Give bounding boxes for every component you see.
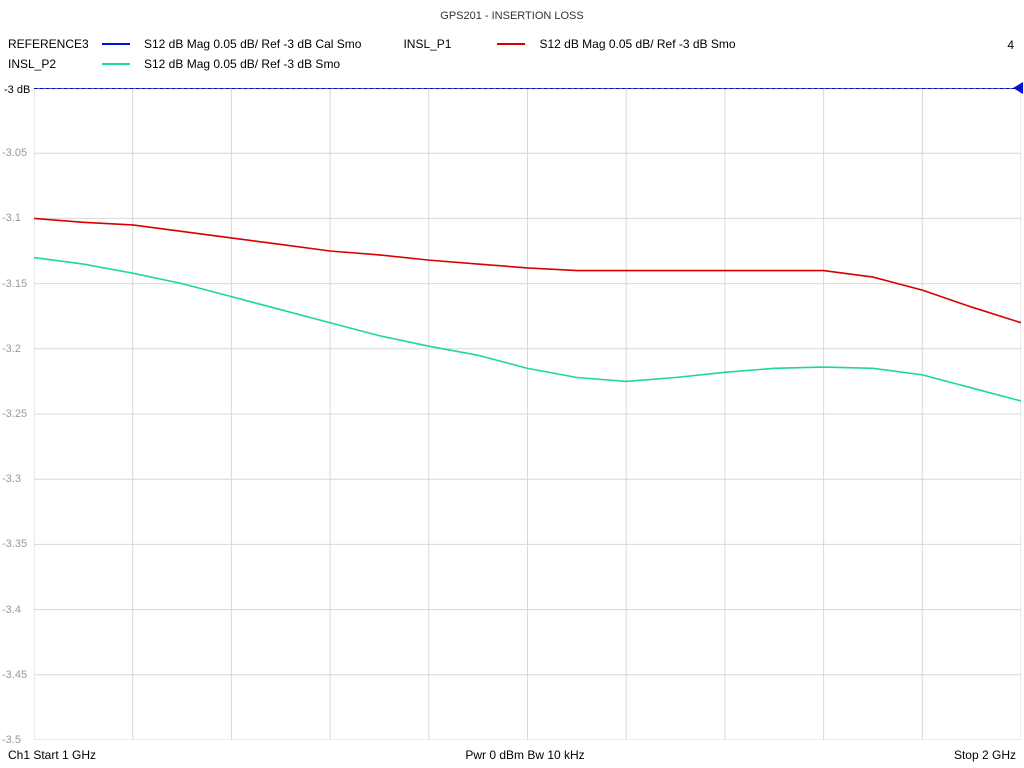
line-chart — [34, 88, 1021, 740]
y-tick-label: -3.15 — [2, 278, 32, 290]
legend-swatch-2 — [102, 63, 130, 65]
legend-swatch-0 — [102, 43, 130, 45]
legend-swatch-1 — [497, 43, 525, 45]
y-tick-label: -3.25 — [2, 408, 32, 420]
legend-name-2: INSL_P2 — [8, 54, 96, 74]
legend-desc-2: S12 dB Mag 0.05 dB/ Ref -3 dB Smo — [144, 54, 340, 74]
y-tick-label: -3.45 — [2, 669, 32, 681]
y-tick-label: -3.2 — [2, 343, 32, 355]
trace-count: 4 — [1007, 38, 1014, 52]
chart-title: GPS201 - INSERTION LOSS — [0, 0, 1024, 22]
footer-stop: Stop 2 GHz — [954, 748, 1016, 762]
legend-desc-0: S12 dB Mag 0.05 dB/ Ref -3 dB Cal Smo — [144, 34, 361, 54]
legend-name-0: REFERENCE3 — [8, 34, 96, 54]
y-tick-label: -3.4 — [2, 604, 32, 616]
y-tick-label: -3.1 — [2, 212, 32, 224]
footer-start: Ch1 Start 1 GHz — [8, 748, 96, 762]
y-tick-label: -3.05 — [2, 147, 32, 159]
y-tick-label: -3.5 — [2, 734, 32, 746]
legend: REFERENCE3 S12 dB Mag 0.05 dB/ Ref -3 dB… — [0, 22, 1024, 78]
legend-name-1: INSL_P1 — [403, 34, 491, 54]
legend-desc-1: S12 dB Mag 0.05 dB/ Ref -3 dB Smo — [539, 34, 735, 54]
plot-area: -3.05-3.1-3.15-3.2-3.25-3.3-3.35-3.4-3.4… — [34, 88, 1021, 740]
y-tick-label: -3.3 — [2, 473, 32, 485]
ref-level-label: -3 dB — [4, 84, 30, 96]
footer-center: Pwr 0 dBm Bw 10 kHz — [465, 748, 584, 762]
footer: Ch1 Start 1 GHz Pwr 0 dBm Bw 10 kHz Stop… — [0, 748, 1024, 762]
y-tick-label: -3.35 — [2, 538, 32, 550]
